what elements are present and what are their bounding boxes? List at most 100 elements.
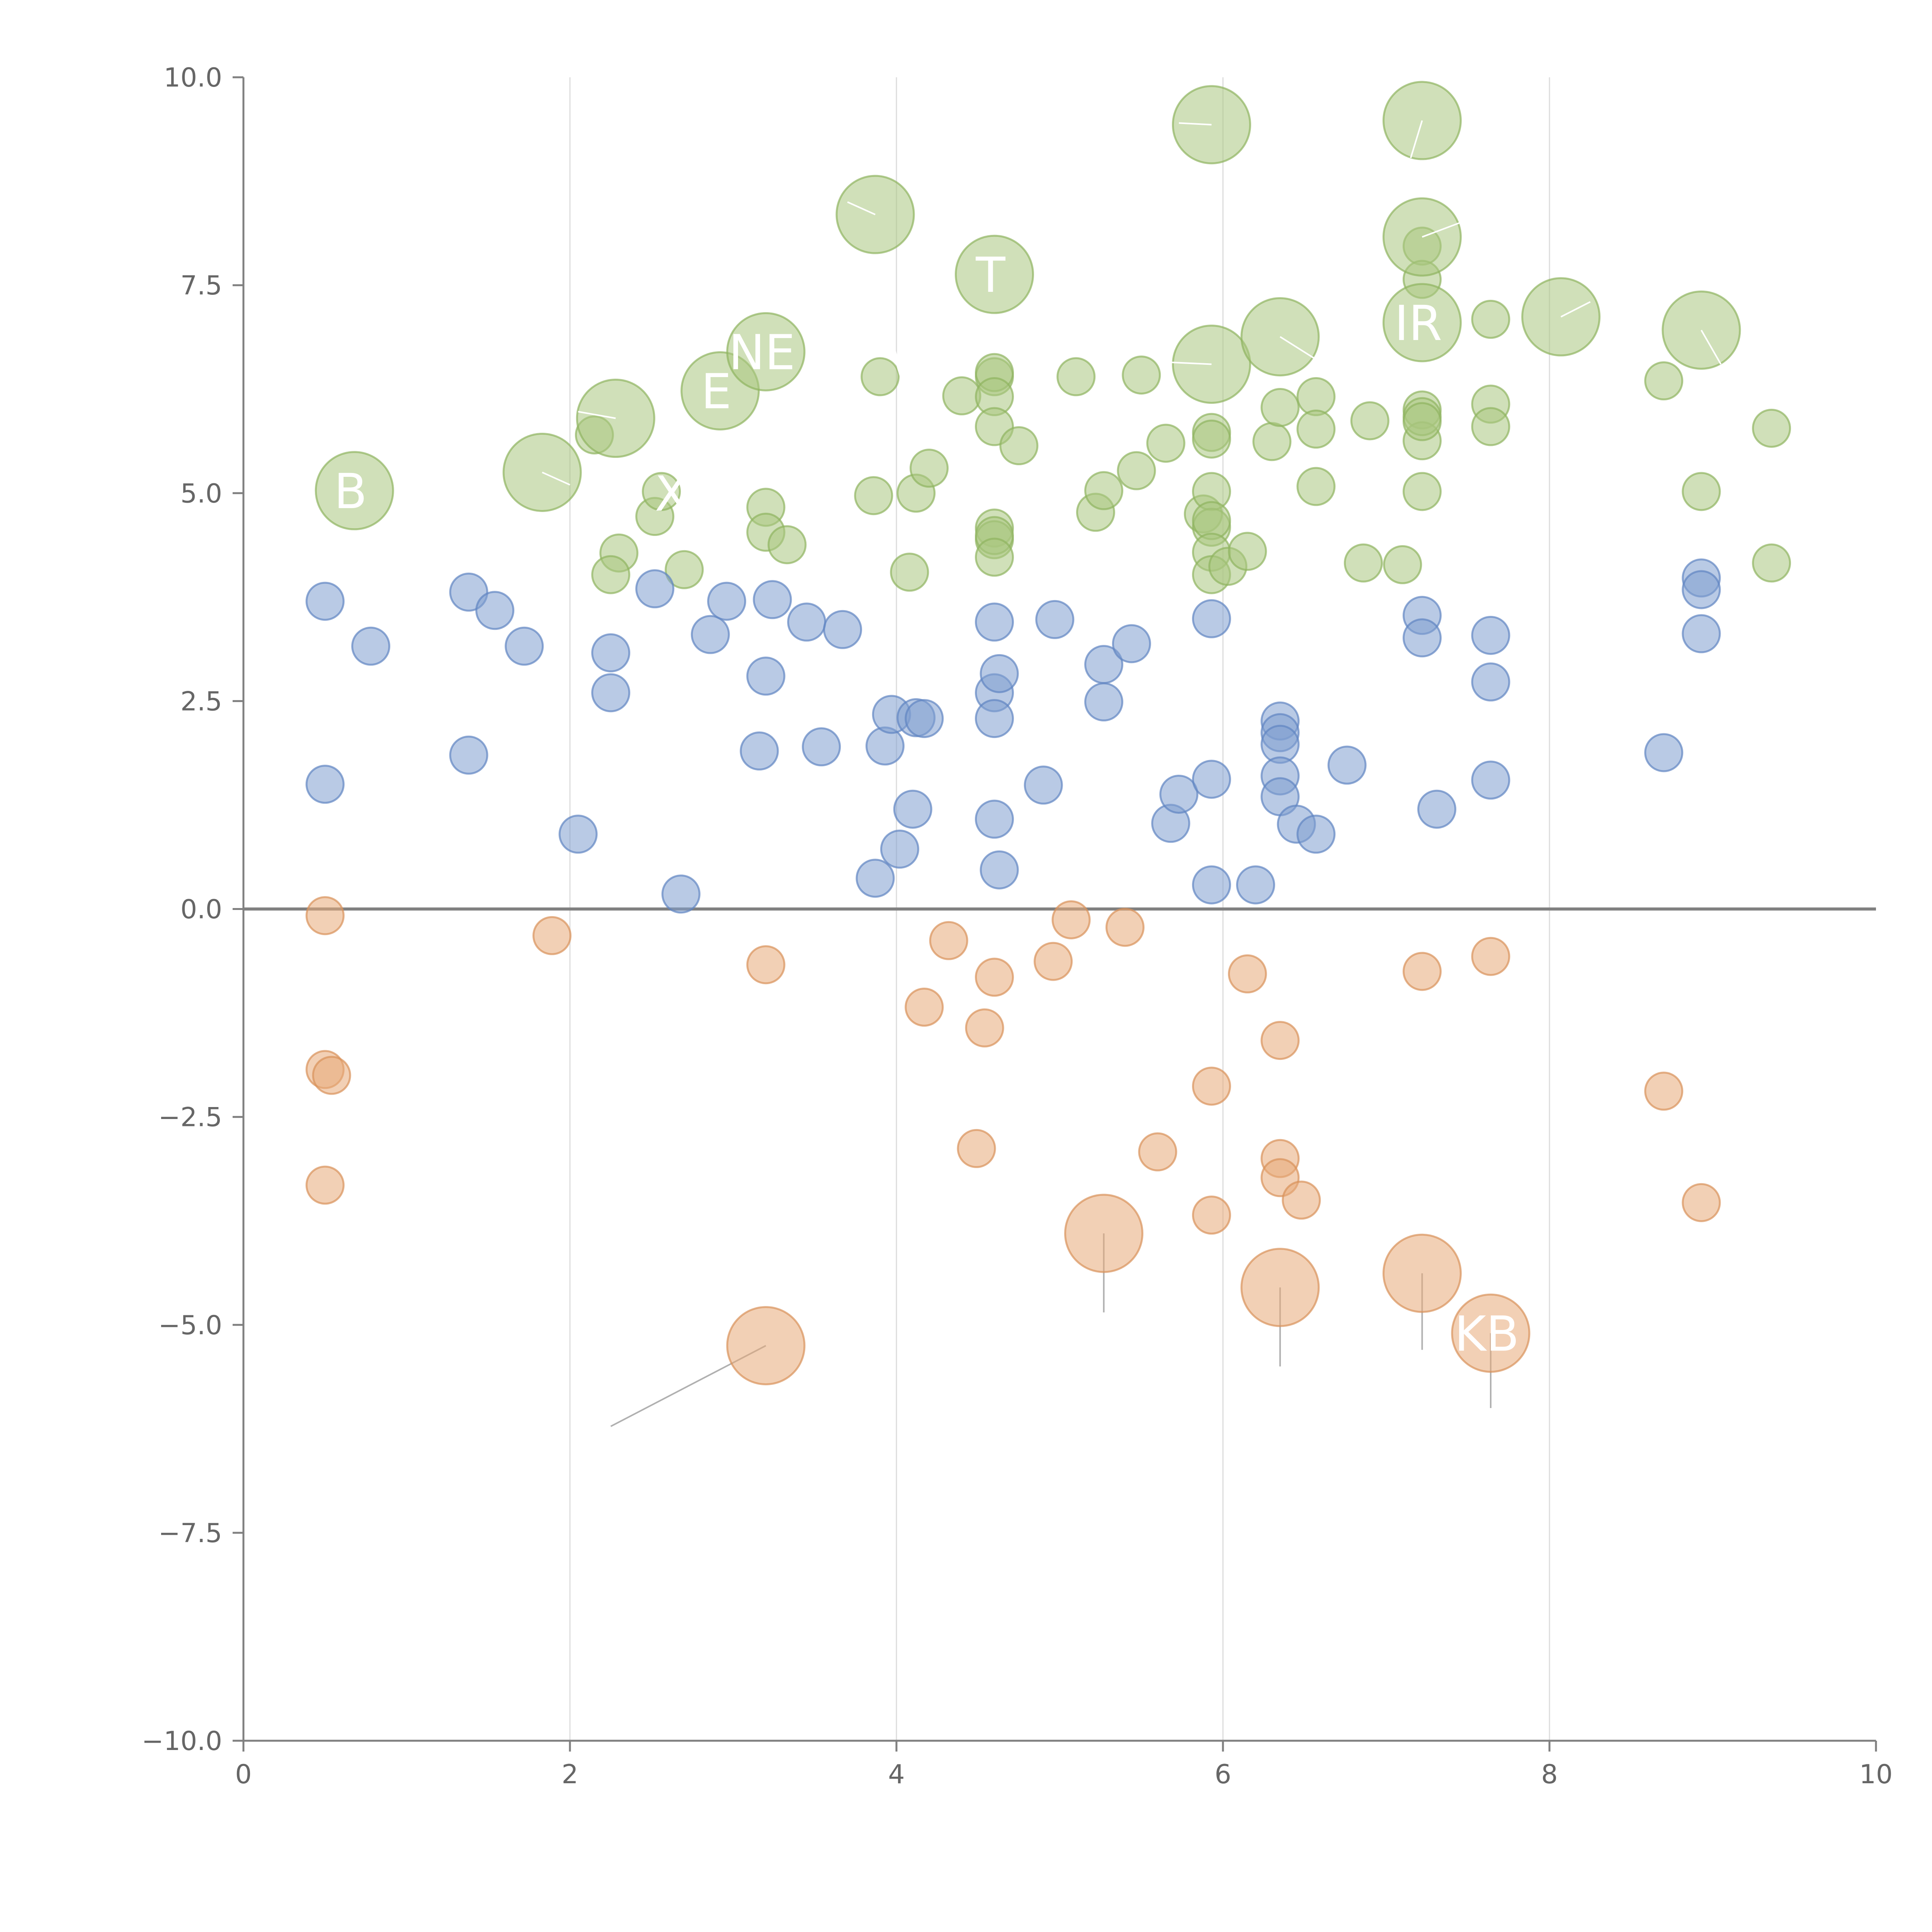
lower-highlight-point	[726, 1306, 806, 1386]
lower-point	[965, 1008, 1004, 1048]
upper-point	[854, 476, 893, 515]
y-tick-label: 5.0	[180, 478, 222, 509]
upper-point	[1402, 472, 1442, 511]
upper-point	[1192, 419, 1231, 459]
upper-point	[665, 550, 704, 589]
middle-point	[591, 673, 631, 713]
leader-line	[542, 471, 570, 486]
middle-point	[1192, 865, 1231, 905]
lower-point	[957, 1129, 996, 1168]
middle-point	[1035, 600, 1075, 639]
middle-point	[690, 615, 730, 654]
middle-point	[975, 799, 1014, 839]
upper-highlight-point	[1172, 325, 1251, 404]
upper-point	[1644, 361, 1684, 401]
upper-point	[1296, 467, 1336, 506]
upper-highlight-point	[1382, 283, 1462, 362]
middle-point	[823, 610, 862, 649]
upper-point	[642, 472, 681, 511]
middle-point	[802, 727, 841, 767]
middle-point	[558, 815, 598, 854]
leader-line	[1701, 330, 1722, 365]
middle-point	[1682, 570, 1721, 609]
lower-point	[1402, 952, 1442, 991]
middle-point	[1084, 682, 1124, 722]
lower-point	[1282, 1180, 1321, 1220]
y-tick-label: 7.5	[180, 270, 222, 301]
upper-point	[1471, 299, 1510, 339]
upper-point	[942, 376, 981, 415]
middle-point	[1236, 865, 1275, 905]
lower-point	[975, 957, 1014, 997]
lower-point	[305, 1165, 345, 1205]
y-tick-label: −5.0	[158, 1310, 222, 1341]
middle-point	[1024, 765, 1063, 805]
lower-point	[1105, 908, 1145, 947]
label-layer: B ENE T IR X \ KB	[334, 120, 1722, 1362]
point-label: B	[334, 464, 367, 520]
lower-highlight-point	[1382, 1233, 1462, 1313]
upper-point	[975, 537, 1014, 577]
lower-point	[1644, 1071, 1684, 1111]
middle-point	[635, 569, 675, 609]
middle-point	[855, 859, 895, 898]
middle-point	[305, 582, 345, 621]
middle-point	[305, 765, 345, 804]
point-label-fragment: X	[655, 466, 688, 522]
upper-point	[1260, 388, 1300, 427]
bubble-layer	[305, 81, 1791, 1386]
middle-point	[753, 580, 792, 619]
lower-point	[532, 916, 572, 955]
middle-point	[1296, 815, 1336, 854]
middle-point	[893, 789, 932, 829]
lower-highlight-point	[1451, 1293, 1531, 1373]
lower-highlight-point	[1240, 1248, 1320, 1327]
middle-point	[1327, 745, 1367, 785]
lower-point	[305, 896, 345, 935]
leader-line	[578, 411, 616, 419]
middle-point	[505, 626, 544, 666]
upper-point	[1252, 422, 1292, 461]
upper-point	[1146, 423, 1185, 463]
lower-point	[1051, 900, 1091, 939]
upper-point	[1383, 545, 1422, 584]
middle-point	[1192, 599, 1231, 638]
x-tick-label: 8	[1541, 1759, 1558, 1790]
upper-point	[910, 449, 949, 488]
lower-point	[1034, 942, 1073, 981]
middle-point	[1112, 624, 1151, 663]
middle-point	[1682, 614, 1721, 653]
lower-highlight-point	[1064, 1194, 1144, 1273]
middle-point	[1644, 733, 1684, 772]
upper-point	[1296, 410, 1336, 449]
leader-line	[1422, 222, 1460, 238]
upper-point	[1471, 407, 1510, 446]
y-tick-label: −2.5	[158, 1102, 222, 1133]
leader-line	[1179, 122, 1212, 126]
x-tick-label: 2	[561, 1759, 578, 1790]
middle-point	[707, 582, 747, 621]
middle-point	[449, 735, 488, 775]
leader-line	[1157, 361, 1212, 365]
upper-point	[1344, 543, 1383, 583]
middle-point	[1402, 618, 1442, 658]
middle-point	[351, 626, 391, 666]
upper-point	[1752, 543, 1791, 583]
upper-point	[999, 426, 1039, 466]
upper-point	[861, 357, 900, 396]
upper-point	[1228, 532, 1267, 571]
y-tick-label: 2.5	[180, 686, 222, 717]
point-label: IR	[1395, 296, 1442, 352]
middle-point	[787, 602, 827, 642]
middle-point	[1471, 760, 1510, 800]
middle-point	[661, 874, 701, 914]
point-label: T	[975, 247, 1005, 303]
middle-point	[1471, 616, 1510, 655]
lower-point	[312, 1056, 351, 1095]
y-tick-label: −10.0	[142, 1726, 222, 1757]
leader-line	[1410, 120, 1423, 158]
upper-point	[1056, 357, 1096, 396]
point-label: KB	[1454, 1306, 1519, 1362]
